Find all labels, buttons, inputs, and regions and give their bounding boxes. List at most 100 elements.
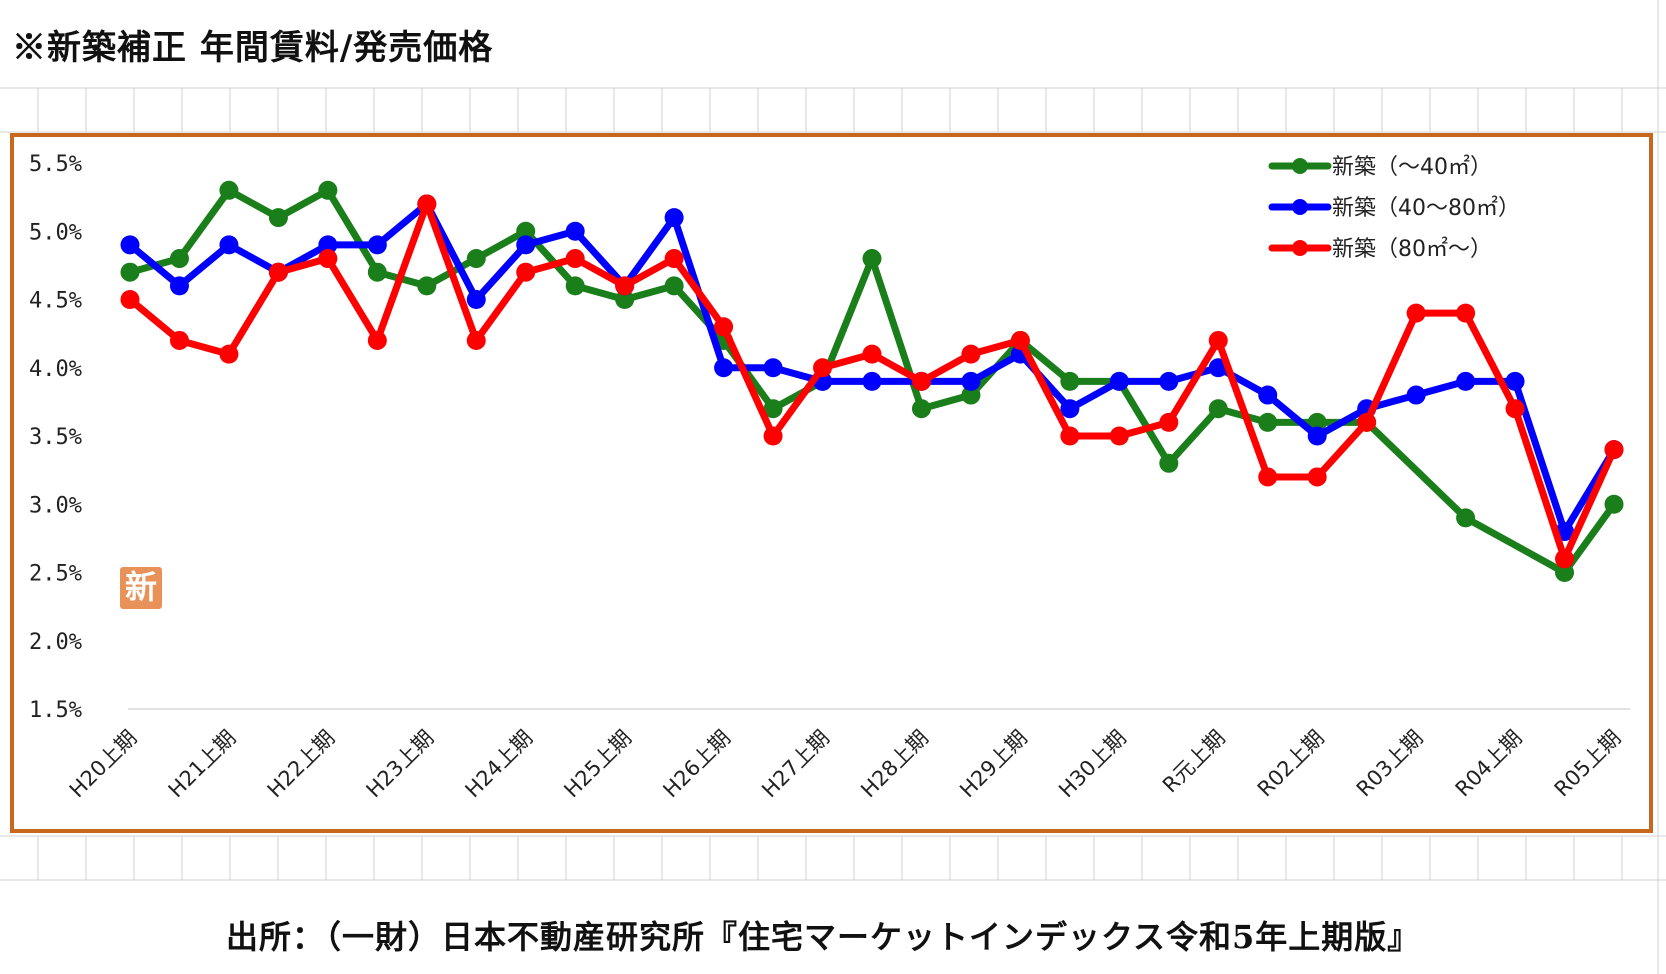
data-point <box>1159 371 1179 391</box>
y-tick-label: 2.5% <box>29 562 82 587</box>
data-point <box>1555 549 1575 569</box>
data-point <box>961 344 981 364</box>
data-point <box>1208 399 1228 419</box>
data-point <box>417 276 437 296</box>
x-tick-label: H25上期 <box>559 726 636 803</box>
x-tick-label: H29上期 <box>955 726 1032 803</box>
data-point <box>1109 426 1129 446</box>
x-tick-label: R03上期 <box>1352 726 1428 802</box>
data-point <box>813 358 833 378</box>
data-point <box>169 276 189 296</box>
x-tick-label: R元上期 <box>1158 726 1230 798</box>
y-tick-label: 5.0% <box>29 220 82 245</box>
data-point <box>1208 330 1228 350</box>
data-point <box>1505 399 1525 419</box>
legend-label: 新築（～40㎡） <box>1332 154 1492 180</box>
x-tick-label: R02上期 <box>1253 726 1329 802</box>
watermark-text: 新 <box>125 568 157 606</box>
data-point <box>565 276 585 296</box>
data-point <box>1505 371 1525 391</box>
data-point <box>961 385 981 405</box>
data-point <box>763 399 783 419</box>
data-point <box>565 249 585 269</box>
chart-frame <box>10 133 1653 833</box>
data-point <box>1604 494 1624 514</box>
legend-label: 新築（40～80㎡） <box>1332 195 1520 221</box>
data-point <box>1159 412 1179 432</box>
data-point <box>318 249 338 269</box>
data-point <box>714 317 734 337</box>
data-point <box>268 208 288 228</box>
data-point <box>1456 303 1476 323</box>
data-point <box>219 235 239 255</box>
data-point <box>169 330 189 350</box>
data-point <box>1307 426 1327 446</box>
data-point <box>1258 385 1278 405</box>
data-point <box>664 276 684 296</box>
legend-swatch-marker <box>1292 199 1308 215</box>
data-point <box>466 290 486 309</box>
data-point <box>120 290 140 309</box>
data-point <box>1258 467 1278 487</box>
y-tick-label: 3.5% <box>29 425 82 450</box>
data-point <box>1307 467 1327 487</box>
data-point <box>615 290 635 309</box>
data-point <box>466 249 486 269</box>
data-point <box>1060 371 1080 391</box>
x-tick-label: H24上期 <box>461 726 538 803</box>
series-3 <box>120 194 1624 569</box>
y-tick-label: 5.5% <box>29 152 82 177</box>
data-point <box>763 426 783 446</box>
legend-swatch-marker <box>1292 158 1308 174</box>
x-tick-label: H30上期 <box>1054 726 1131 803</box>
data-point <box>1159 453 1179 473</box>
data-point <box>862 249 882 269</box>
series-2 <box>120 194 1624 542</box>
y-tick-label: 3.0% <box>29 493 82 518</box>
data-point <box>1406 303 1426 323</box>
x-tick-label: H21上期 <box>164 726 241 803</box>
data-point <box>911 399 931 419</box>
data-point <box>318 235 338 255</box>
data-point <box>219 344 239 364</box>
data-point <box>120 235 140 255</box>
data-point <box>1456 508 1476 528</box>
y-tick-label: 1.5% <box>29 698 82 723</box>
data-point <box>862 344 882 364</box>
data-point <box>615 276 635 296</box>
chart-title: ※新築補正 年間賃料/発売価格 <box>12 28 494 68</box>
y-tick-label: 4.0% <box>29 357 82 382</box>
data-point <box>1555 563 1575 582</box>
x-tick-label: H20上期 <box>65 726 142 803</box>
data-point <box>516 262 536 282</box>
y-tick-label: 4.5% <box>29 289 82 314</box>
legend-label: 新築（80㎡～） <box>1332 236 1492 262</box>
legend: 新築（～40㎡） 新築（40～80㎡） 新築（80㎡～） <box>1268 154 1520 262</box>
data-point <box>169 249 189 269</box>
data-point <box>1109 371 1129 391</box>
data-point <box>367 262 387 282</box>
x-tick-label: R05上期 <box>1550 726 1626 802</box>
data-point <box>219 180 239 200</box>
data-point <box>417 194 437 214</box>
x-tick-label: H27上期 <box>757 726 834 803</box>
data-point <box>1258 412 1278 432</box>
data-point <box>763 358 783 378</box>
data-point <box>664 208 684 228</box>
data-point <box>1357 412 1377 432</box>
data-point <box>367 330 387 350</box>
x-tick-label: H26上期 <box>658 726 735 803</box>
data-point <box>318 180 338 200</box>
watermark-stamp: 新 <box>120 567 162 609</box>
source-note: 出所：（一財）日本不動産研究所『住宅マーケットインデックス令和5年上期版』 <box>226 918 1421 956</box>
data-point <box>516 235 536 255</box>
line-chart: 5.5% 5.0% 4.5% 4.0% 3.5% 3.0% 2.5% 2.0% 1.5% H20上… <box>29 152 1630 803</box>
data-point <box>1060 399 1080 419</box>
data-point <box>516 221 536 241</box>
y-tick-label: 2.0% <box>29 630 82 655</box>
data-point <box>120 262 140 282</box>
data-point <box>367 235 387 255</box>
x-tick-label: H22上期 <box>263 726 340 803</box>
data-point <box>1010 330 1030 350</box>
